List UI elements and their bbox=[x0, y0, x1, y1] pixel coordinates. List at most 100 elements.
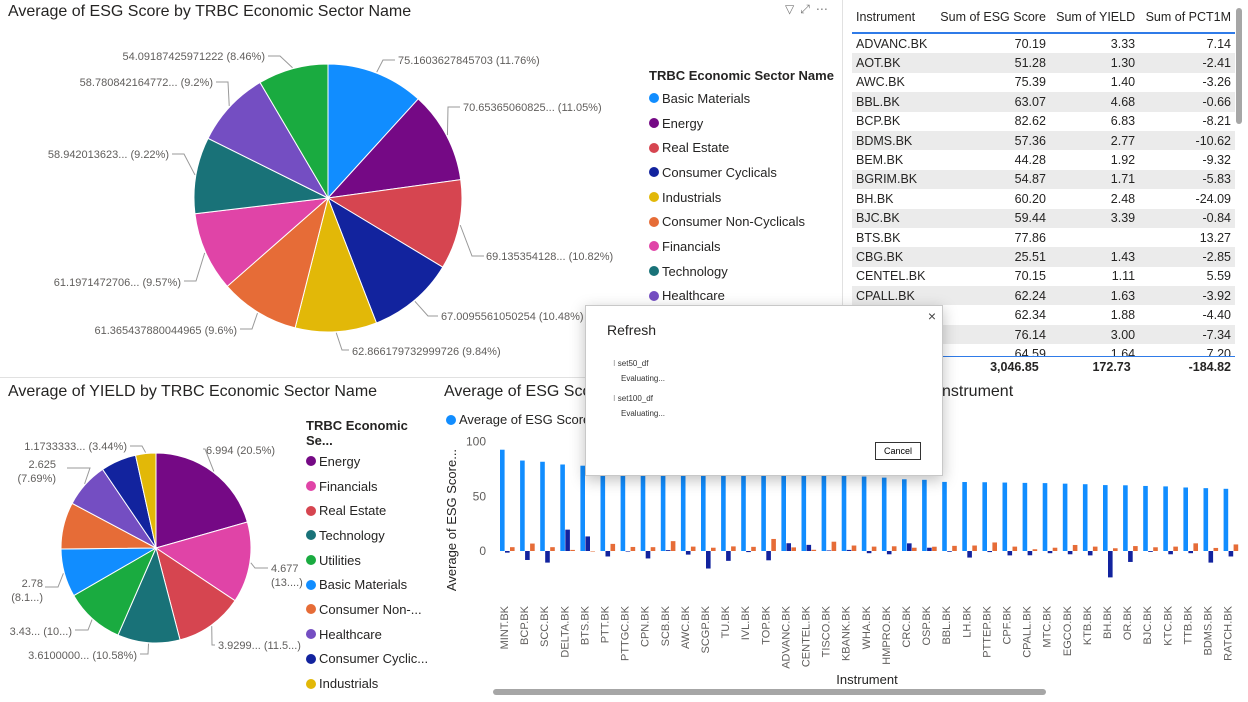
pie-slice[interactable] bbox=[259, 63, 329, 200]
pie-slice[interactable] bbox=[155, 546, 236, 641]
bar[interactable] bbox=[1113, 548, 1118, 551]
bar[interactable] bbox=[947, 551, 952, 552]
bar[interactable] bbox=[590, 551, 595, 552]
pie-slice[interactable] bbox=[294, 196, 378, 333]
bar[interactable] bbox=[746, 551, 751, 553]
bar[interactable] bbox=[565, 529, 570, 551]
bar[interactable] bbox=[540, 461, 545, 551]
bar[interactable] bbox=[771, 538, 776, 551]
bar[interactable] bbox=[1173, 546, 1178, 551]
legend-item[interactable]: Healthcare bbox=[306, 622, 436, 647]
esg-pie-chart[interactable]: 75.1603627845703 (11.76%) 70.65365060825.… bbox=[0, 0, 640, 378]
legend-item[interactable]: Utilities bbox=[306, 548, 436, 573]
bar[interactable] bbox=[630, 546, 636, 551]
table-row[interactable]: BCP.BK 82.62 6.83 -8.21 bbox=[852, 112, 1235, 131]
table-row[interactable]: BBL.BK 63.07 4.68 -0.66 bbox=[852, 92, 1235, 112]
bar[interactable] bbox=[811, 549, 817, 551]
legend-item[interactable]: Healthcare bbox=[649, 284, 834, 309]
bar[interactable] bbox=[721, 469, 726, 551]
bar[interactable] bbox=[650, 547, 656, 551]
bar[interactable] bbox=[1062, 483, 1068, 551]
pie-slice[interactable] bbox=[326, 98, 462, 199]
column-header[interactable]: Sum of ESG Score bbox=[933, 2, 1050, 34]
bar[interactable] bbox=[500, 449, 505, 551]
esg-bar-visual[interactable]: Average of ESG Sco nstrument Average of … bbox=[438, 380, 1248, 702]
legend-item[interactable]: Energy bbox=[649, 111, 834, 136]
table-row[interactable]: BEM.BK 44.28 1.92 -9.32 bbox=[852, 150, 1235, 169]
bar[interactable] bbox=[550, 547, 555, 551]
bar[interactable] bbox=[766, 551, 771, 561]
bar[interactable] bbox=[761, 470, 766, 551]
bar[interactable] bbox=[801, 474, 807, 551]
bar[interactable] bbox=[1143, 485, 1148, 551]
bar[interactable] bbox=[1228, 551, 1234, 557]
bar[interactable] bbox=[1133, 546, 1138, 551]
bar[interactable] bbox=[580, 465, 585, 551]
bar[interactable] bbox=[1153, 547, 1158, 551]
pie-slice[interactable] bbox=[194, 197, 330, 288]
bar[interactable] bbox=[1087, 551, 1093, 556]
close-icon[interactable]: × bbox=[927, 308, 936, 324]
bar[interactable] bbox=[1052, 547, 1058, 551]
bar[interactable] bbox=[831, 541, 837, 551]
column-header[interactable]: Sum of PCT1M bbox=[1139, 2, 1235, 34]
bar[interactable] bbox=[570, 549, 575, 551]
legend-item[interactable]: Financials bbox=[306, 474, 436, 499]
bar[interactable] bbox=[1067, 551, 1073, 555]
legend-item[interactable]: Real Estate bbox=[649, 135, 834, 160]
table-row[interactable]: AWC.BK 75.39 1.40 -3.26 bbox=[852, 73, 1235, 92]
bar[interactable] bbox=[922, 479, 927, 551]
bar[interactable] bbox=[706, 551, 711, 569]
column-header[interactable]: Instrument bbox=[852, 2, 934, 34]
bar[interactable] bbox=[600, 466, 606, 551]
table-row[interactable]: BDMS.BK 57.36 2.77 -10.62 bbox=[852, 130, 1235, 151]
bar[interactable] bbox=[881, 477, 887, 551]
pie-slice[interactable] bbox=[226, 196, 329, 329]
bar[interactable] bbox=[1027, 551, 1033, 556]
bar[interactable] bbox=[741, 469, 746, 551]
table-row[interactable]: AOT.BK 51.28 1.30 -2.41 bbox=[852, 53, 1235, 73]
bar[interactable] bbox=[902, 479, 907, 551]
column-header[interactable]: Sum of YIELD bbox=[1049, 2, 1140, 34]
cancel-button[interactable]: Cancel bbox=[875, 442, 921, 460]
bar[interactable] bbox=[1007, 551, 1013, 556]
bar[interactable] bbox=[841, 475, 847, 551]
bar[interactable] bbox=[952, 545, 957, 551]
bar[interactable] bbox=[505, 551, 510, 553]
bar[interactable] bbox=[861, 476, 867, 551]
bar[interactable] bbox=[821, 474, 827, 551]
horizontal-scrollbar[interactable] bbox=[493, 689, 1046, 695]
bar[interactable] bbox=[1188, 551, 1193, 554]
bar[interactable] bbox=[560, 464, 565, 551]
bar[interactable] bbox=[1123, 485, 1128, 551]
legend-item[interactable]: Financials bbox=[649, 234, 834, 259]
bar[interactable] bbox=[625, 551, 631, 552]
bar[interactable] bbox=[1148, 551, 1153, 552]
bar[interactable] bbox=[1108, 551, 1113, 578]
yield-pie-chart[interactable]: 6.994 (20.5%) 4.677 (13....) 3.9299... (11.… bbox=[0, 380, 305, 702]
bar[interactable] bbox=[1103, 485, 1108, 551]
table-row[interactable]: ADVANC.BK 70.19 3.33 7.14 bbox=[852, 33, 1235, 53]
bar[interactable] bbox=[640, 467, 646, 551]
bar[interactable] bbox=[645, 551, 651, 559]
bar[interactable] bbox=[620, 467, 626, 551]
bar[interactable] bbox=[685, 551, 691, 555]
bar[interactable] bbox=[665, 550, 671, 551]
bar[interactable] bbox=[510, 547, 515, 551]
bar[interactable] bbox=[851, 545, 857, 551]
bar[interactable] bbox=[610, 543, 616, 551]
legend-item[interactable]: Consumer Cyclicals bbox=[649, 160, 834, 185]
legend-item[interactable]: Technology bbox=[649, 259, 834, 284]
bar[interactable] bbox=[1213, 547, 1219, 551]
bar[interactable] bbox=[1208, 551, 1214, 563]
bar[interactable] bbox=[1072, 544, 1078, 551]
esg-bar-chart[interactable]: 0 50 100 Average of ESG Score... Instrument M… bbox=[438, 380, 1248, 702]
bar[interactable] bbox=[967, 551, 972, 558]
table-row[interactable]: BGRIM.BK 54.87 1.71 -5.83 bbox=[852, 169, 1235, 190]
bar[interactable] bbox=[907, 543, 912, 551]
bar[interactable] bbox=[1082, 484, 1088, 551]
bar[interactable] bbox=[545, 551, 550, 563]
bar[interactable] bbox=[1022, 482, 1028, 551]
bar[interactable] bbox=[751, 546, 756, 551]
bar[interactable] bbox=[690, 546, 696, 551]
